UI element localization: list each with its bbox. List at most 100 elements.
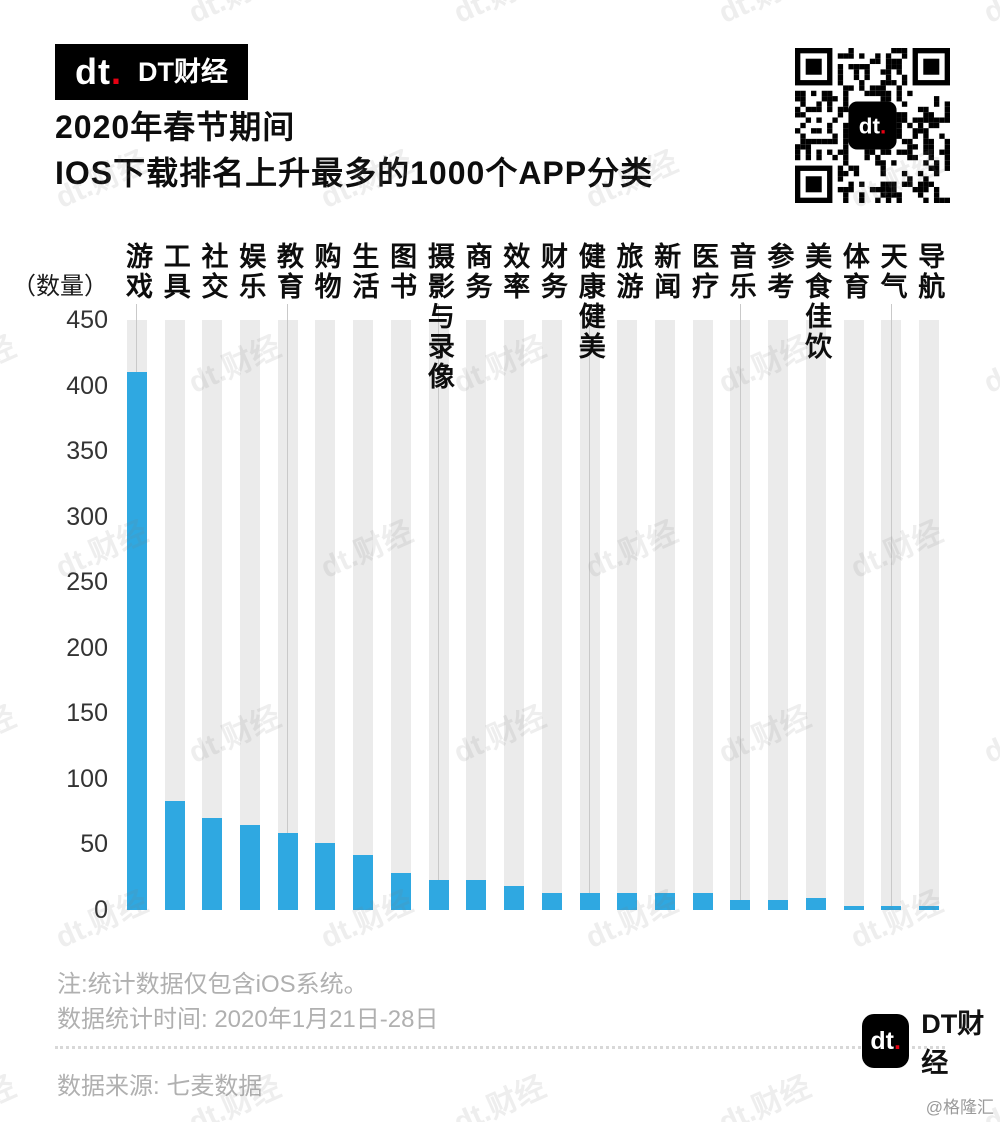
column-band xyxy=(919,320,940,910)
footer-brand-logo: dt. DT财经 xyxy=(862,1002,1000,1080)
bar xyxy=(164,801,185,910)
chart-column: 美食佳饮 xyxy=(797,242,835,910)
bar xyxy=(126,372,147,910)
chart-column: 游戏 xyxy=(118,242,156,910)
gridline xyxy=(739,304,741,910)
footnote-scope: 注:统计数据仅包含iOS系统。 xyxy=(57,971,368,998)
plot-area: 游戏 工具 社交 娱乐 教育 购物 生活 图书 摄影与录像 商务 效率 财务 健康健美 旅游 新闻 医疗 音乐参… xyxy=(118,242,948,910)
column-band xyxy=(768,320,789,910)
column-band xyxy=(315,320,336,910)
bar xyxy=(881,906,902,910)
chart-column: 教育 xyxy=(269,242,307,910)
bar xyxy=(428,879,449,910)
gridline xyxy=(438,304,440,910)
chart-column: 摄影与录像 xyxy=(420,242,458,910)
chart-column: 图书 xyxy=(382,242,420,910)
category-label: 社交 xyxy=(197,242,228,302)
chart-column: 参考 xyxy=(759,242,797,910)
bar xyxy=(277,832,298,910)
category-label: 旅游 xyxy=(612,242,643,302)
category-label: 效率 xyxy=(499,242,530,302)
dt-logo: dt. xyxy=(75,54,122,90)
footer-brand-name: DT财经 xyxy=(921,1009,985,1078)
y-tick-label: 0 xyxy=(94,896,108,924)
y-tick-label: 100 xyxy=(66,764,108,793)
column-band xyxy=(805,320,826,910)
bar xyxy=(541,892,562,910)
watermark-text: dt.财经 xyxy=(978,330,1000,400)
bar xyxy=(692,892,713,910)
page-title: 2020年春节期间 IOS下载排名上升最多的1000个APP分类 xyxy=(55,104,653,197)
watermark-text: dt.财经 xyxy=(180,0,286,32)
chart-column: 工具 xyxy=(156,242,194,910)
chart-column: 效率 xyxy=(495,242,533,910)
chart-column: 生活 xyxy=(344,242,382,910)
chart-column: 医疗 xyxy=(684,242,722,910)
bar xyxy=(655,892,676,910)
category-label: 医疗 xyxy=(687,242,718,302)
category-label: 摄影与录像 xyxy=(423,242,454,392)
dt-logo-square: dt. xyxy=(862,1014,910,1068)
corner-watermark: @格隆汇 xyxy=(925,1098,994,1117)
category-label: 新闻 xyxy=(650,242,681,302)
bar xyxy=(843,906,864,910)
bar xyxy=(390,873,411,910)
y-tick-label: 400 xyxy=(66,371,108,400)
category-label: 导航 xyxy=(914,242,945,302)
footer-dt-text: dt xyxy=(870,1026,894,1055)
column-band xyxy=(202,320,223,910)
category-label: 体育 xyxy=(838,242,869,302)
category-label: 游戏 xyxy=(122,242,153,302)
column-band xyxy=(655,320,676,910)
column-band xyxy=(164,320,185,910)
bar xyxy=(504,886,525,910)
y-tick-label: 200 xyxy=(66,633,108,662)
category-label: 商务 xyxy=(461,242,492,302)
footer-dt-dot: . xyxy=(893,1026,901,1055)
bar xyxy=(466,879,487,910)
chart-column: 健康健美 xyxy=(571,242,609,910)
column-band xyxy=(353,320,374,910)
chart-column: 音乐 xyxy=(722,242,760,910)
watermark-text: dt.财经 xyxy=(448,1070,551,1122)
bar xyxy=(353,854,374,910)
column-band xyxy=(504,320,525,910)
category-label: 参考 xyxy=(763,242,794,302)
chart-column: 旅游 xyxy=(608,242,646,910)
title-line-2: IOS下载排名上升最多的1000个APP分类 xyxy=(55,155,654,192)
brand-logo-bar: dt. DT财经 xyxy=(55,44,248,100)
y-tick-label: 50 xyxy=(80,830,108,859)
category-label: 教育 xyxy=(272,242,303,302)
category-label: 美食佳饮 xyxy=(801,242,832,362)
gridline xyxy=(589,304,591,910)
gridline xyxy=(287,304,289,910)
bar xyxy=(240,824,261,910)
chart-column: 购物 xyxy=(307,242,345,910)
column-band xyxy=(617,320,638,910)
category-label: 工具 xyxy=(159,242,190,302)
category-label: 财务 xyxy=(537,242,568,302)
footnote-period: 数据统计时间: 2020年1月21日-28日 xyxy=(57,1006,439,1033)
y-tick-label: 300 xyxy=(66,502,108,531)
column-band xyxy=(692,320,713,910)
column-band xyxy=(541,320,562,910)
category-label: 生活 xyxy=(348,242,379,302)
bar xyxy=(617,892,638,910)
watermark-text: dt.财经 xyxy=(0,1070,21,1122)
watermark-text: dt.财经 xyxy=(0,0,21,32)
data-source: 数据来源: 七麦数据 xyxy=(57,1073,263,1100)
y-tick-label: 150 xyxy=(66,699,108,728)
chart-column: 导航 xyxy=(910,242,948,910)
watermark-text: dt.财经 xyxy=(978,700,1000,770)
bar xyxy=(315,843,336,910)
watermark-text: dt.财经 xyxy=(713,1070,816,1122)
qr-code: dt. xyxy=(795,48,950,203)
brand-name: DT财经 xyxy=(138,56,228,87)
y-axis-unit-label: （数量） xyxy=(12,273,108,300)
chart-column: 新闻 xyxy=(646,242,684,910)
gridline xyxy=(890,304,892,910)
column-band xyxy=(843,320,864,910)
dotted-divider xyxy=(55,1046,945,1049)
bar xyxy=(919,906,940,910)
